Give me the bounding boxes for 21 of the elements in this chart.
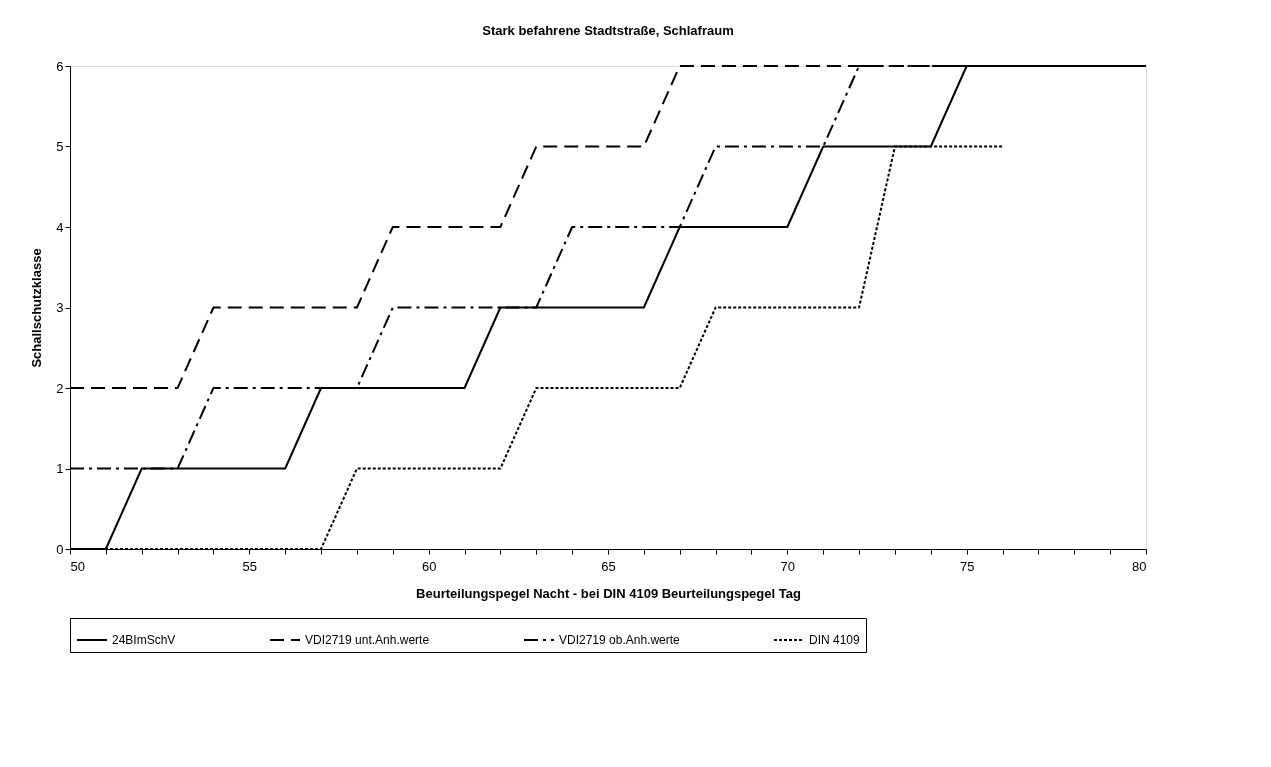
x-tick-label: 55 — [242, 558, 258, 574]
chart-title: Stark befahrene Stadtstraße, Schlafraum — [482, 23, 734, 38]
x-tick-label: 80 — [1132, 558, 1147, 574]
x-tick-label: 65 — [601, 558, 616, 574]
x-tick-label: 60 — [421, 558, 437, 574]
y-axis-title: Schallschutzklasse — [29, 248, 45, 368]
y-tick-label: 0 — [56, 541, 64, 557]
legend-label: DIN 4109 — [809, 633, 861, 647]
x-tick-label: 75 — [959, 558, 975, 574]
y-tick-label: 2 — [56, 380, 64, 396]
y-tick-label: 6 — [56, 58, 64, 74]
legend-label: 24BImSchV — [112, 633, 176, 647]
y-tick-label: 5 — [56, 139, 64, 154]
legend-label: VDI2719 unt.Anh.werte — [305, 633, 430, 647]
y-tick-label: 3 — [56, 300, 64, 315]
y-tick-label: 1 — [56, 461, 64, 476]
x-tick-label: 50 — [70, 558, 85, 574]
x-tick-label: 70 — [780, 558, 796, 574]
x-axis-title: Beurteilungspegel Nacht - bei DIN 4109 Beurteilungspegel Tag — [416, 585, 801, 601]
y-tick-label: 4 — [56, 219, 64, 235]
legend-label: VDI2719 ob.Anh.werte — [559, 633, 681, 647]
